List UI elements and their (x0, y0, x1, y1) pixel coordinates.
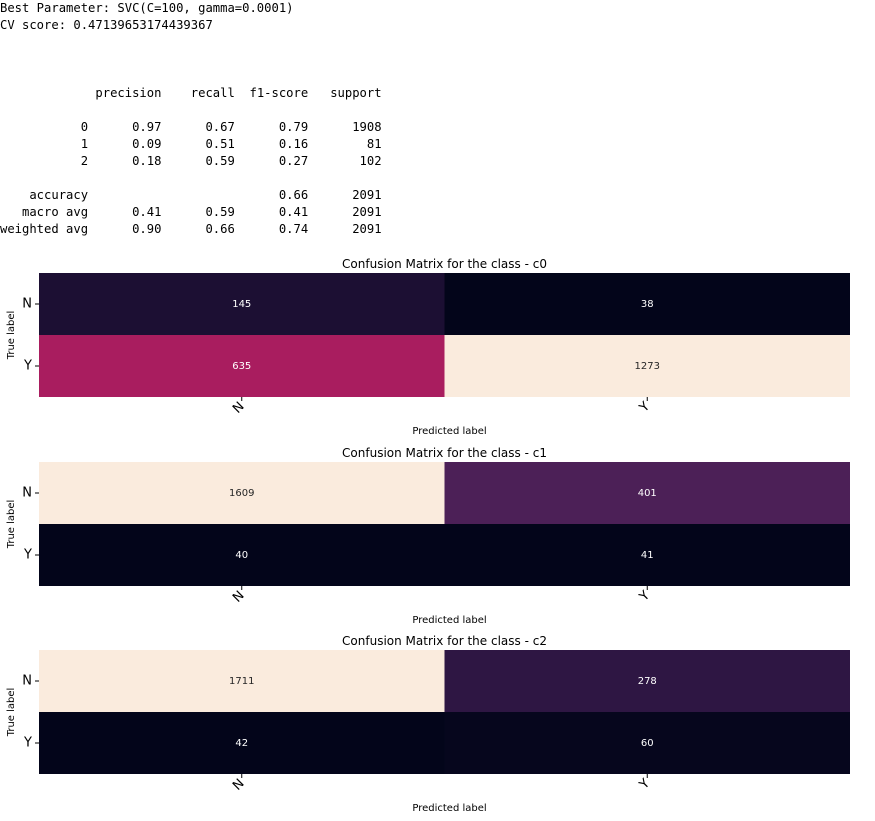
report-table: precision recall f1-score support 0 0.97… (0, 86, 382, 236)
report-row-label: 1 (0, 137, 89, 151)
report-row-label: weighted avg (0, 222, 89, 236)
best-parameter-line: Best Parameter: SVC(C=100, gamma=0.0001) (0, 1, 294, 15)
heatmap-cell-value: 42 (235, 738, 248, 749)
report-cell: 102 (308, 154, 382, 168)
report-cell: 2091 (308, 188, 382, 202)
report-row-label: accuracy (0, 188, 89, 202)
report-cell: 2091 (308, 205, 382, 219)
chart-title: Confusion Matrix for the class - c2 (342, 634, 547, 648)
confusion-matrix-c0: Confusion Matrix for the class - c0 145 38… (6, 257, 850, 437)
heatmap-cell (39, 462, 445, 524)
heatmap-cell-value: 1273 (635, 361, 660, 372)
heatmap-cell-value: 635 (232, 361, 251, 372)
report-cell: 1908 (308, 120, 382, 134)
report-cell: recall (161, 86, 235, 100)
report-summary-row: accuracy 0.66 2091 (0, 188, 382, 202)
report-cell: support (308, 86, 382, 100)
report-cell: 81 (308, 137, 382, 151)
x-axis-label: Predicted label (412, 426, 486, 437)
y-tick-label: Y (23, 548, 32, 563)
heatmap-cell-value: 38 (641, 299, 654, 310)
report-cell (161, 188, 234, 202)
report-cell: f1-score (234, 86, 309, 100)
x-tick-label: N (230, 776, 247, 793)
x-tick-label: Y (636, 588, 653, 605)
report-row-label (0, 86, 88, 100)
report-cell: 0.90 (88, 222, 162, 236)
report-cell: 0.97 (88, 120, 162, 134)
report-row: 2 0.18 0.59 0.27 102 (0, 154, 382, 168)
report-row-label: macro avg (0, 205, 89, 219)
report-cell: 0.09 (88, 137, 162, 151)
confusion-matrix-c1: Confusion Matrix for the class - c1 1609 4… (6, 446, 850, 626)
y-tick-label: Y (23, 736, 32, 751)
report-cell (88, 188, 161, 202)
heatmap-cell (39, 650, 445, 712)
confusion-matrix-c2: Confusion Matrix for the class - c2 1711 2… (6, 634, 850, 814)
report-row: 1 0.09 0.51 0.16 81 (0, 137, 382, 151)
report-cell: 0.41 (234, 205, 309, 219)
x-tick-label: N (230, 399, 247, 416)
chart-title: Confusion Matrix for the class - c1 (342, 446, 547, 460)
heatmap-cell (444, 462, 850, 524)
report-cell: 0.74 (234, 222, 309, 236)
heatmap-cell (444, 712, 850, 774)
y-tick-label: Y (23, 359, 32, 374)
heatmap-cell-value: 1711 (229, 676, 254, 687)
heatmap-cell-value: 1609 (229, 488, 254, 499)
report-row: 0 0.97 0.67 0.79 1908 (0, 120, 382, 134)
report-header-row: precision recall f1-score support (0, 86, 382, 100)
heatmap-cell-value: 278 (638, 676, 657, 687)
chart-title: Confusion Matrix for the class - c0 (342, 257, 547, 271)
y-tick-label: N (22, 297, 32, 312)
x-axis-label: Predicted label (412, 803, 486, 814)
heatmap-cell-value: 40 (235, 550, 248, 561)
y-axis-label: True label (6, 311, 17, 361)
report-cell: precision (88, 86, 162, 100)
heatmap-cell-value: 401 (638, 488, 657, 499)
heatmap-cell (444, 524, 850, 586)
report-summary-row: macro avg 0.41 0.59 0.41 2091 (0, 205, 382, 219)
report-cell: 0.27 (234, 154, 309, 168)
heatmap-cell (444, 273, 850, 335)
report-row-label: 2 (0, 154, 89, 168)
report-cell: 0.66 (161, 222, 235, 236)
heatmap-cell (39, 273, 445, 335)
report-cell: 0.79 (234, 120, 309, 134)
x-tick-label: N (230, 588, 247, 605)
heatmap-cell-value: 60 (641, 738, 654, 749)
report-cell: 0.59 (161, 205, 235, 219)
report-summary-row: weighted avg 0.90 0.66 0.74 2091 (0, 222, 382, 236)
cv-score-line: CV score: 0.47139653174439367 (0, 18, 213, 32)
y-tick-label: N (22, 674, 32, 689)
heatmap-cell (444, 335, 850, 397)
x-tick-label: Y (636, 776, 653, 793)
report-cell: 0.51 (161, 137, 235, 151)
report-cell: 0.18 (88, 154, 162, 168)
x-tick-label: Y (636, 399, 653, 416)
report-cell: 0.16 (234, 137, 309, 151)
report-cell: 0.67 (161, 120, 235, 134)
classification-report-output: Best Parameter: SVC(C=100, gamma=0.0001)… (0, 0, 382, 238)
report-cell: 0.59 (161, 154, 235, 168)
heatmap-cell-value: 41 (641, 550, 654, 561)
y-axis-label: True label (6, 688, 17, 738)
heatmap-cell (39, 335, 445, 397)
y-tick-label: N (22, 486, 32, 501)
x-axis-label: Predicted label (412, 615, 486, 626)
report-cell: 0.66 (234, 188, 309, 202)
heatmap-cell-value: 145 (232, 299, 251, 310)
report-cell: 2091 (308, 222, 382, 236)
heatmap-cell (39, 524, 445, 586)
report-cell: 0.41 (88, 205, 162, 219)
heatmap-cell (444, 650, 850, 712)
heatmap-cell (39, 712, 445, 774)
y-axis-label: True label (6, 500, 17, 550)
report-row-label: 0 (0, 120, 89, 134)
